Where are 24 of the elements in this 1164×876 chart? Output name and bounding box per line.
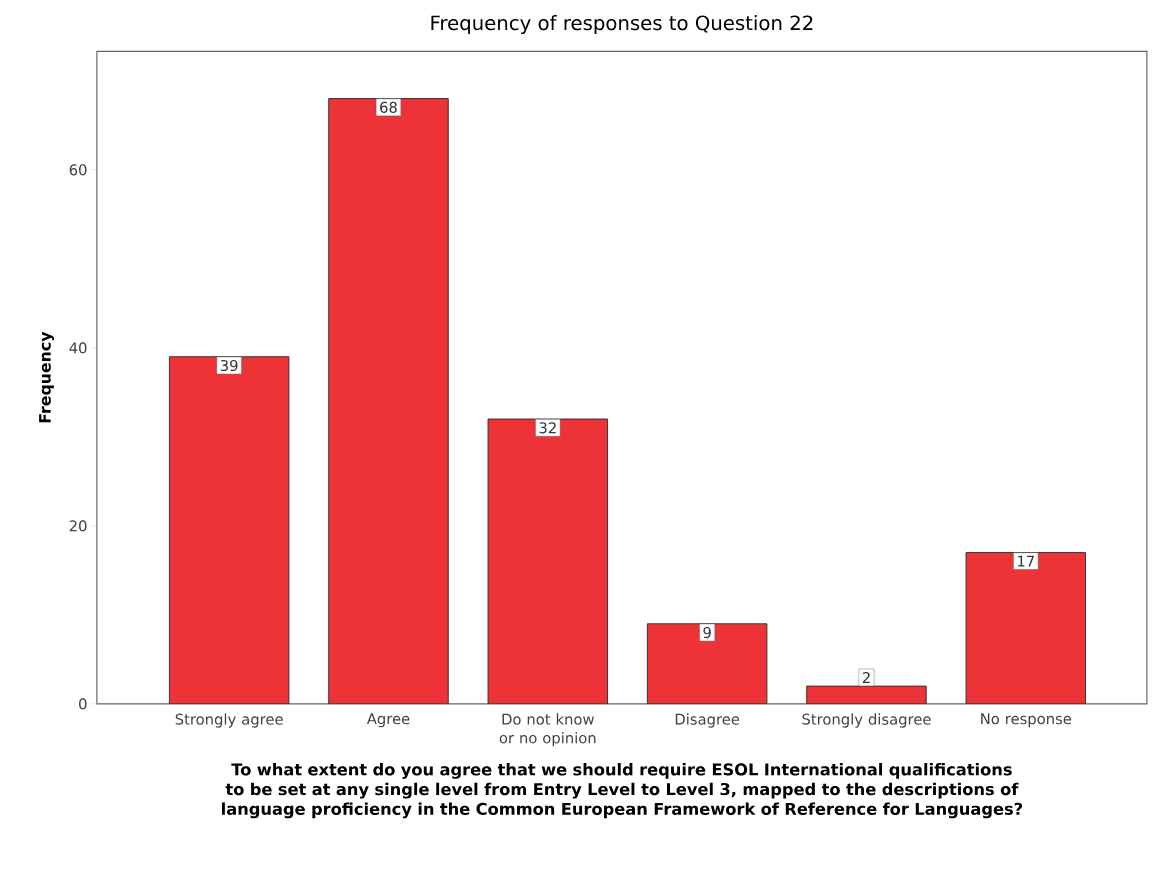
- x-axis-title: To what extent do you agree that we should require ESOL International qualifications to be set at any single level from Entry Level to Level 3, mapped to the descriptions of language proficiency in the Common European Framework of Reference for Languages?: [222, 763, 1023, 819]
- y-tick-label: 40: [69, 342, 87, 354]
- y-tick-label: 0: [79, 698, 87, 710]
- x-tick-label: Strongly agree: [175, 713, 283, 728]
- chart-title: Frequency of responses to Question 22: [431, 15, 813, 35]
- bar: [487, 418, 609, 704]
- y-axis-title: Frequency: [39, 331, 55, 423]
- y-tick-label: 60: [69, 164, 87, 176]
- data-label: 32: [539, 422, 556, 434]
- y-tick-label: 20: [69, 520, 87, 532]
- x-tick-label: Do not know or no opinion: [499, 713, 596, 747]
- bar: [328, 98, 449, 704]
- data-label: 68: [380, 101, 397, 113]
- data-label: 17: [1018, 555, 1034, 567]
- bar: [168, 356, 290, 704]
- data-label: 9: [703, 626, 711, 639]
- bar: [647, 623, 767, 704]
- bar: [965, 552, 1087, 704]
- x-tick-label: Disagree: [675, 713, 740, 728]
- x-tick-label: No response: [981, 713, 1072, 728]
- x-tick-label: Agree: [366, 713, 410, 728]
- x-tick-label: Strongly disagree: [802, 713, 931, 728]
- data-label: 2: [862, 672, 870, 683]
- data-label: 39: [220, 359, 238, 372]
